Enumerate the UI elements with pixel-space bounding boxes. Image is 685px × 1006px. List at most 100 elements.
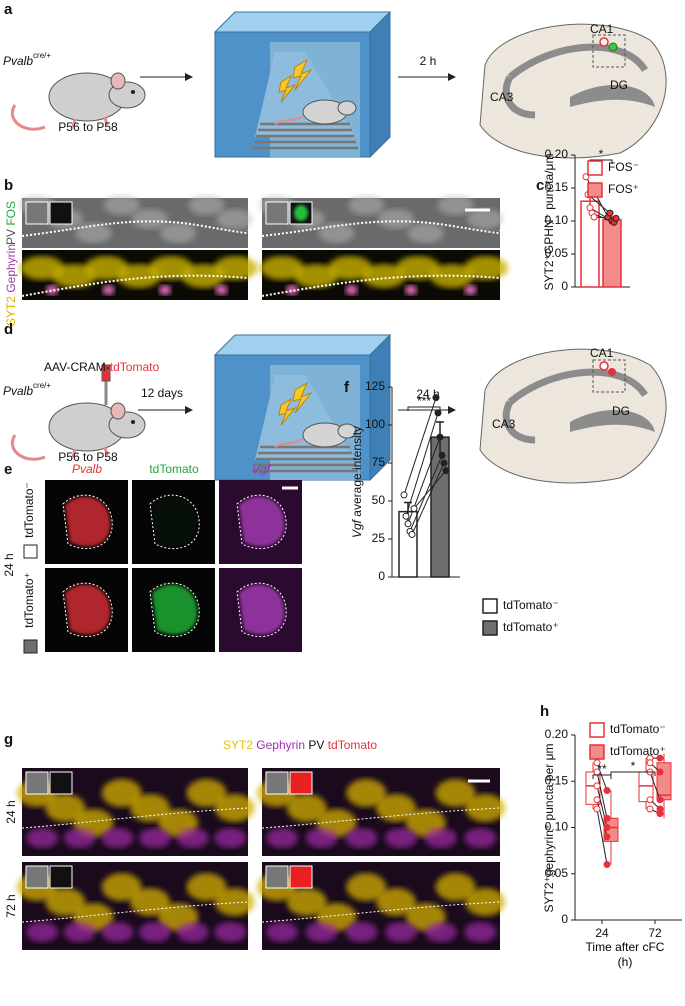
blob <box>396 256 440 280</box>
blob <box>101 828 134 848</box>
x-tick-label: 72 <box>648 926 662 940</box>
blob <box>328 256 372 280</box>
blob <box>186 873 227 901</box>
y-axis-label: SYT2⁺gephyrin⁺ puncta per μm <box>542 744 556 913</box>
genotype: Pvalbcre/+ <box>3 51 51 68</box>
y-tick-label: 25 <box>372 531 386 545</box>
data-point <box>402 512 410 520</box>
cell <box>152 496 198 547</box>
blob <box>345 828 378 848</box>
panel-letter: f <box>344 379 350 396</box>
blob <box>286 888 327 916</box>
channel: SYT2 <box>4 296 18 326</box>
data-point <box>410 505 418 513</box>
outline <box>236 582 287 637</box>
blob <box>346 779 387 807</box>
inset <box>265 201 289 225</box>
pair-line <box>411 462 445 535</box>
pair-line <box>596 762 608 791</box>
y-axis-label: Vgf average intensity <box>350 426 364 538</box>
y-axis-label: SYT2⁺GPHN⁺ puncta/μm <box>542 154 556 291</box>
data-point <box>656 754 664 762</box>
data-point <box>440 459 448 467</box>
blob <box>176 922 209 942</box>
genotype: Pvalbcre/+ <box>3 381 51 398</box>
cell <box>239 584 285 635</box>
y-tick-label: 0.10 <box>545 213 569 227</box>
significance-bracket <box>592 774 612 779</box>
blob <box>139 922 171 942</box>
data-point <box>432 394 440 402</box>
y-tick-label: 0 <box>378 569 385 583</box>
blob <box>103 195 140 215</box>
outline <box>62 494 113 549</box>
y-tick-label: 0.15 <box>545 773 569 787</box>
blob <box>26 922 58 942</box>
panel-letter: e <box>4 461 12 478</box>
blob <box>348 195 385 215</box>
y-label-text: average intensity <box>350 426 364 517</box>
panel-letter: h <box>540 703 549 720</box>
y-tick-label: 0 <box>561 912 568 926</box>
y-tick-label: 0.05 <box>545 246 569 260</box>
data-point <box>656 796 664 804</box>
outline <box>261 901 501 923</box>
blob <box>424 828 457 848</box>
blob <box>362 264 406 288</box>
panel-letter: a <box>4 1 13 18</box>
legend-label: tdTomato⁻ <box>503 598 559 612</box>
inset <box>49 201 73 225</box>
cell <box>65 496 111 547</box>
blob <box>318 223 355 243</box>
blob <box>378 209 414 229</box>
inset <box>25 771 49 795</box>
outline <box>21 807 249 829</box>
blob <box>345 285 358 295</box>
blob <box>464 828 497 848</box>
blob <box>215 285 228 295</box>
blob <box>176 828 209 848</box>
blob <box>464 256 508 280</box>
region: DG <box>612 404 630 418</box>
significance: * <box>631 759 636 773</box>
blob <box>45 888 86 916</box>
blob <box>266 828 298 848</box>
outline <box>261 274 501 297</box>
box <box>656 762 672 801</box>
blob <box>430 264 474 288</box>
blob <box>464 922 497 942</box>
genotype-sup: cre/+ <box>33 381 51 390</box>
blob <box>214 794 255 822</box>
outline <box>21 274 249 297</box>
blob <box>101 779 142 807</box>
data-point <box>603 861 611 868</box>
inset <box>265 771 289 795</box>
blob <box>260 256 304 280</box>
outline <box>21 901 249 923</box>
blob <box>139 828 171 848</box>
y-tick-label: 0.10 <box>545 820 569 834</box>
channel-labels: PV FOS <box>4 201 18 245</box>
pair-line <box>403 397 437 496</box>
legend-swatch <box>482 620 498 636</box>
blob <box>214 888 255 916</box>
pair-line <box>405 412 439 517</box>
blob <box>464 285 477 295</box>
y-tick-label: 0.05 <box>545 866 569 880</box>
x-tick-label: 24 <box>595 926 609 940</box>
x-axis-label: Time after cFC (h) <box>585 940 665 969</box>
age: P56 to P58 <box>58 120 118 134</box>
cell <box>65 584 111 635</box>
panel-letter: b <box>4 177 13 194</box>
outline <box>149 582 200 637</box>
column-heading: Vgf <box>252 462 272 476</box>
data-point <box>438 451 446 459</box>
blob <box>435 779 476 807</box>
blob <box>346 873 387 901</box>
pair-line <box>596 799 608 837</box>
significance: * <box>599 147 604 161</box>
blob <box>132 209 168 229</box>
blob <box>385 922 417 942</box>
inset <box>49 865 73 889</box>
time-label: 24 h <box>2 553 16 576</box>
